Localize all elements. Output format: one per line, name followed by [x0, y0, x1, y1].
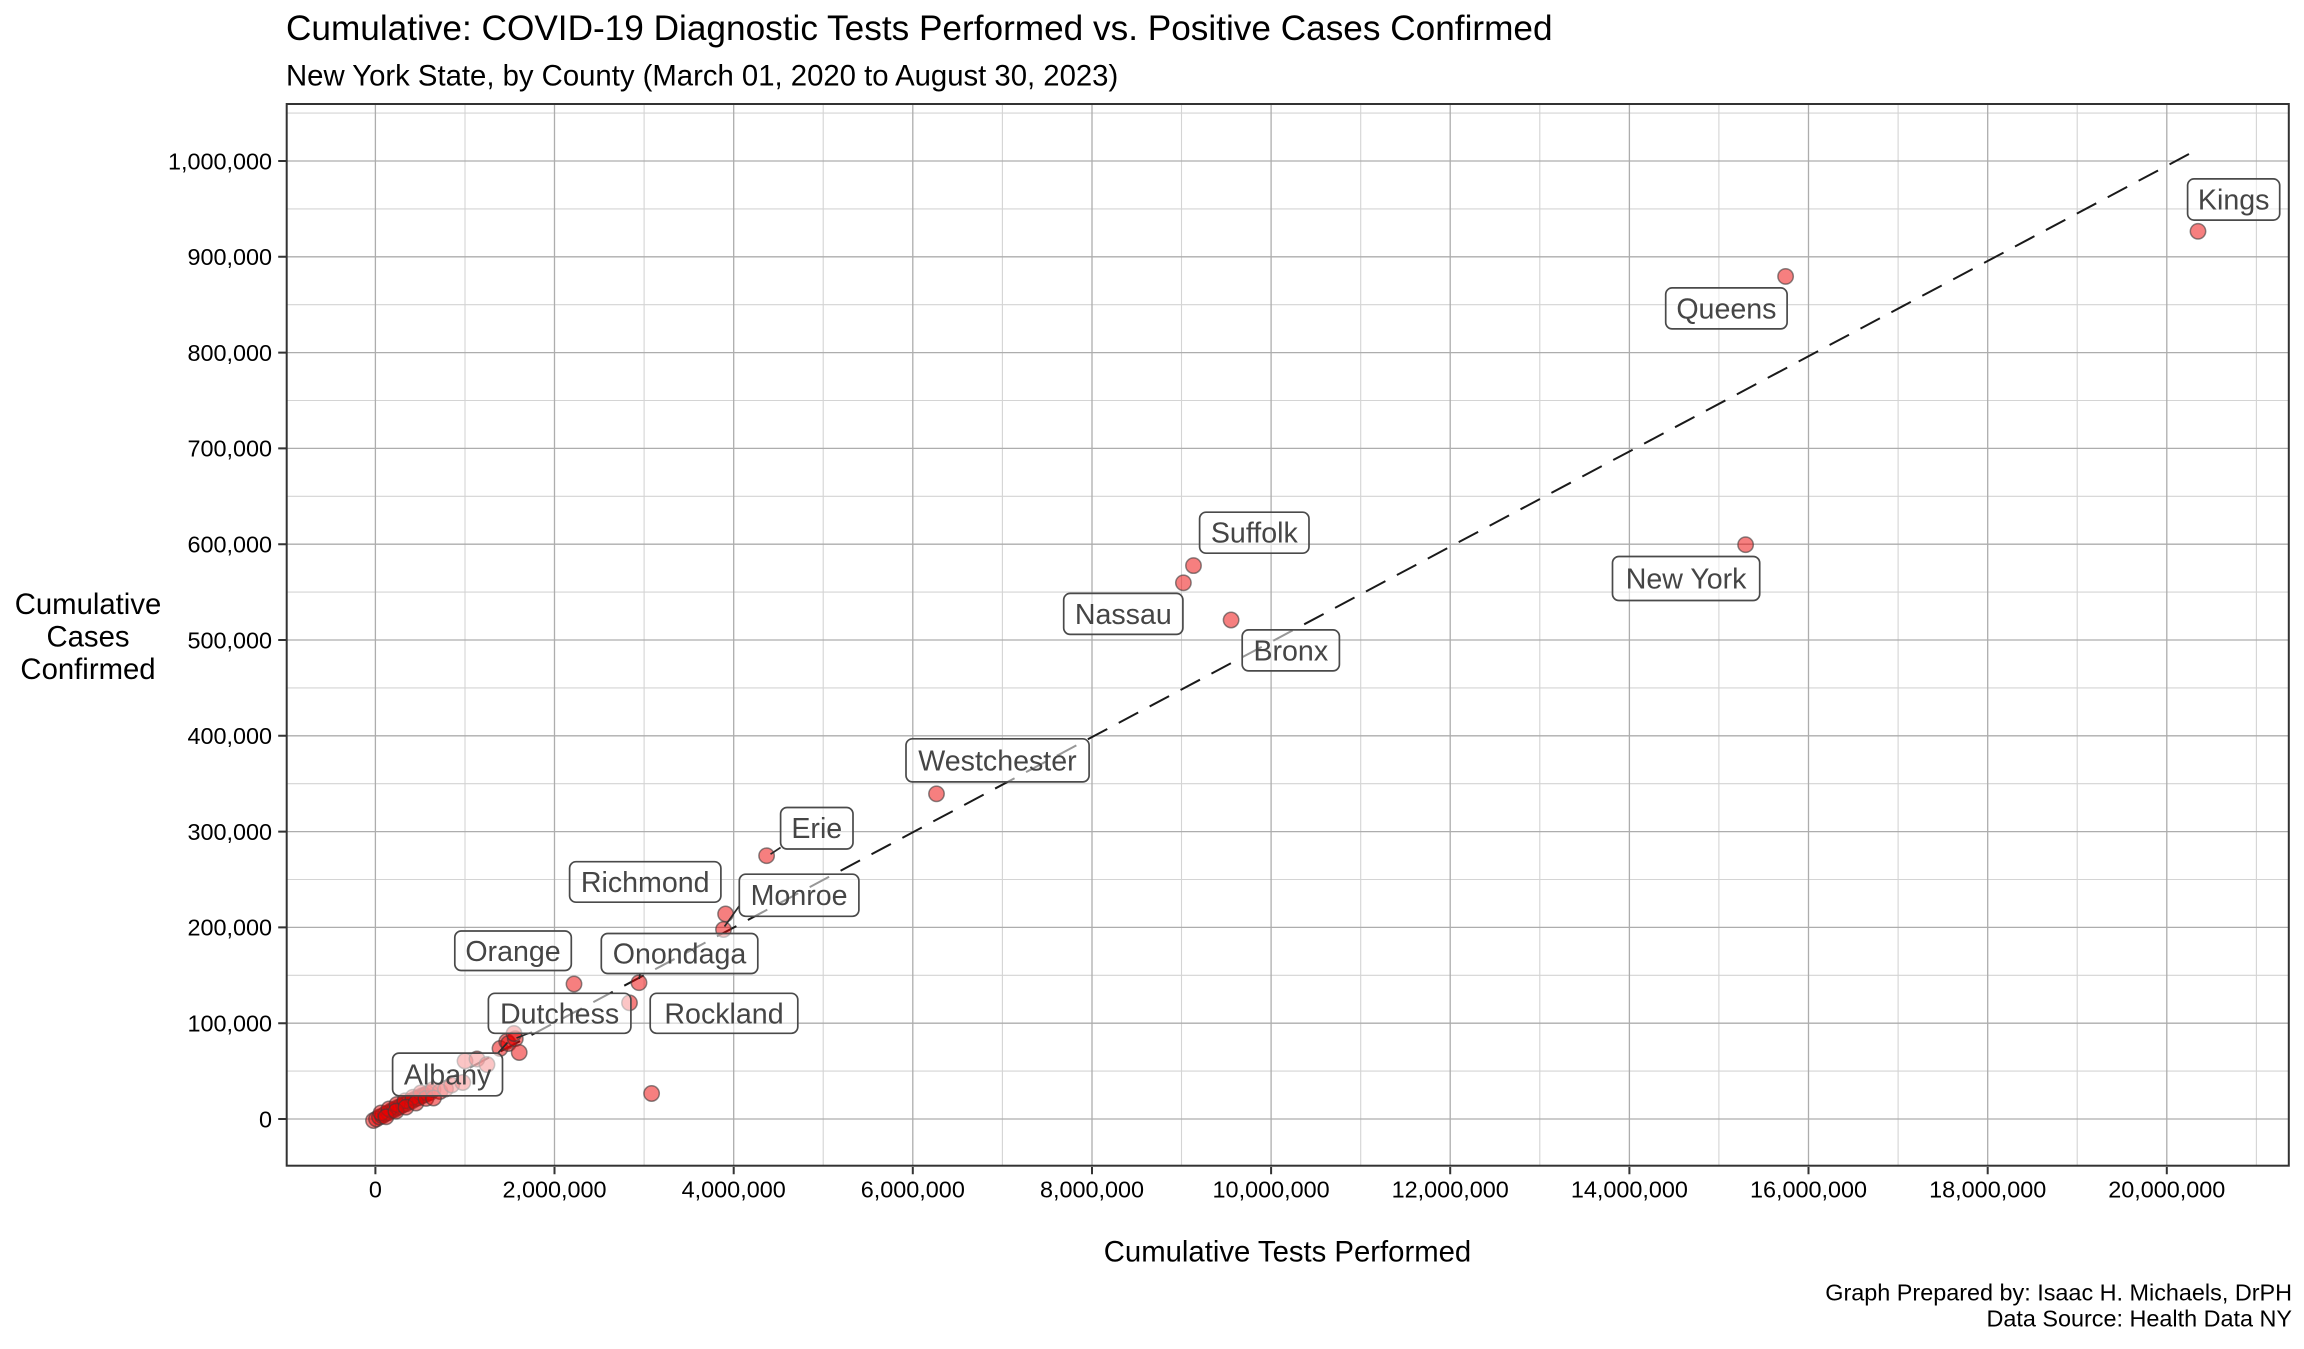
- svg-text:Bronx: Bronx: [1253, 635, 1328, 667]
- svg-text:Cumulative: COVID-19 Diagnosti: Cumulative: COVID-19 Diagnostic Tests Pe…: [286, 9, 1553, 48]
- svg-text:Westchester: Westchester: [918, 745, 1077, 777]
- svg-text:12,000,000: 12,000,000: [1392, 1177, 1509, 1203]
- svg-text:4,000,000: 4,000,000: [682, 1177, 786, 1203]
- svg-text:Queens: Queens: [1676, 293, 1776, 325]
- svg-text:Cases: Cases: [46, 620, 129, 653]
- svg-text:100,000: 100,000: [187, 1011, 272, 1037]
- svg-text:Cumulative Tests Performed: Cumulative Tests Performed: [1104, 1236, 1471, 1269]
- svg-text:Rockland: Rockland: [664, 998, 783, 1030]
- svg-text:Nassau: Nassau: [1075, 599, 1172, 631]
- svg-text:600,000: 600,000: [187, 532, 272, 558]
- svg-text:1,000,000: 1,000,000: [168, 148, 272, 174]
- svg-text:Orange: Orange: [465, 936, 560, 968]
- svg-text:900,000: 900,000: [187, 244, 272, 270]
- svg-text:New York: New York: [1626, 564, 1747, 596]
- svg-text:Cumulative: Cumulative: [15, 588, 162, 621]
- svg-text:0: 0: [259, 1106, 272, 1132]
- svg-text:300,000: 300,000: [187, 819, 272, 845]
- svg-text:Confirmed: Confirmed: [20, 653, 155, 686]
- svg-text:Dutchess: Dutchess: [500, 998, 619, 1030]
- svg-text:10,000,000: 10,000,000: [1213, 1177, 1330, 1203]
- svg-text:Kings: Kings: [2198, 185, 2270, 217]
- svg-text:Data Source: Health Data NY: Data Source: Health Data NY: [1986, 1306, 2292, 1332]
- svg-text:800,000: 800,000: [187, 340, 272, 366]
- svg-text:6,000,000: 6,000,000: [861, 1177, 965, 1203]
- svg-text:0: 0: [369, 1177, 382, 1203]
- svg-text:700,000: 700,000: [187, 436, 272, 462]
- svg-text:Onondaga: Onondaga: [613, 939, 747, 971]
- svg-text:Albany: Albany: [404, 1059, 492, 1091]
- svg-text:20,000,000: 20,000,000: [2108, 1177, 2225, 1203]
- svg-text:Richmond: Richmond: [581, 867, 710, 899]
- svg-text:Monroe: Monroe: [751, 880, 848, 912]
- svg-text:Erie: Erie: [791, 813, 842, 845]
- svg-text:New York State, by County (Mar: New York State, by County (March 01, 202…: [286, 60, 1118, 93]
- svg-text:8,000,000: 8,000,000: [1040, 1177, 1144, 1203]
- svg-text:400,000: 400,000: [187, 723, 272, 749]
- svg-text:200,000: 200,000: [187, 915, 272, 941]
- svg-text:16,000,000: 16,000,000: [1750, 1177, 1867, 1203]
- svg-text:500,000: 500,000: [187, 627, 272, 653]
- svg-text:14,000,000: 14,000,000: [1571, 1177, 1688, 1203]
- svg-text:Suffolk: Suffolk: [1211, 518, 1299, 550]
- svg-text:18,000,000: 18,000,000: [1929, 1177, 2046, 1203]
- svg-text:2,000,000: 2,000,000: [502, 1177, 606, 1203]
- svg-text:Graph Prepared by: Isaac H. Mi: Graph Prepared by: Isaac H. Michaels, Dr…: [1825, 1280, 2292, 1306]
